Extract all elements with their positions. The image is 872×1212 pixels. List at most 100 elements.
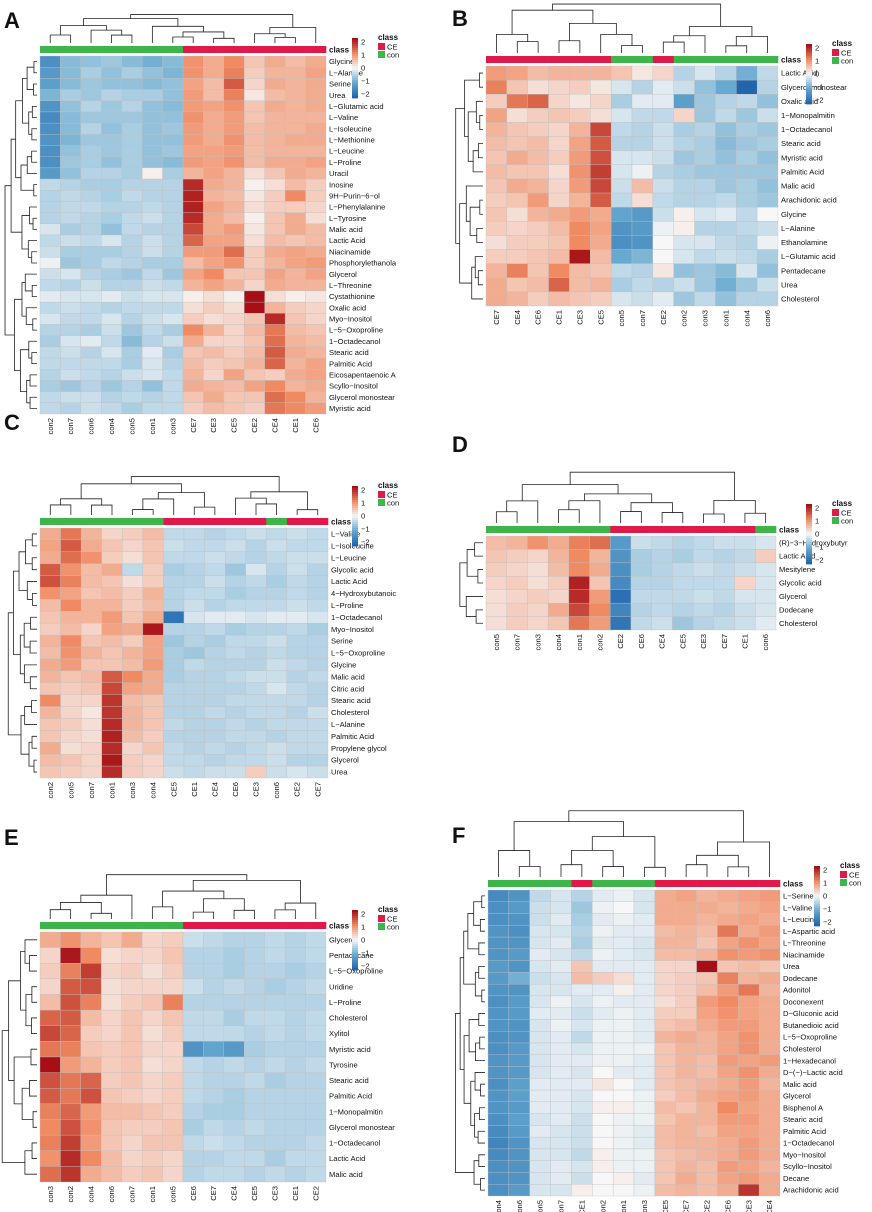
panel-f-class-cell bbox=[675, 880, 697, 887]
panel-a-cell bbox=[80, 156, 102, 169]
panel-c-dendrogram-branch bbox=[296, 509, 319, 515]
panel-f-class-cell bbox=[717, 880, 739, 887]
panel-f-col-label-ce4: CE4 bbox=[765, 1200, 774, 1212]
panel-c-dendrogram-branch bbox=[157, 492, 205, 508]
panel-d-scale-step bbox=[806, 546, 812, 549]
panel-c-cell bbox=[245, 730, 267, 743]
panel-f-scale-step bbox=[814, 880, 820, 883]
panel-e-cell bbox=[101, 1150, 122, 1167]
panel-a-row-label-uracil: Uracil bbox=[329, 169, 349, 178]
panel-a-col-label-con2: con2 bbox=[46, 418, 55, 434]
panel-b-cell bbox=[694, 122, 716, 137]
panel-a-cell bbox=[182, 257, 204, 269]
panel-f-cell bbox=[633, 1089, 656, 1103]
panel-a-cell bbox=[141, 167, 163, 180]
panel-f-scale-step bbox=[814, 914, 820, 917]
panel-e-class-cell bbox=[203, 922, 225, 929]
panel-f-cell bbox=[487, 960, 510, 973]
panel-b-cell bbox=[631, 263, 654, 278]
panel-b-cell bbox=[548, 249, 570, 264]
panel-f-cell bbox=[592, 1172, 614, 1185]
panel-a-dendrogram-branch bbox=[90, 29, 123, 43]
panel-e-dendrogram-branch bbox=[25, 994, 32, 1027]
panel-b-cell bbox=[756, 235, 779, 250]
panel-b-dendrogram-branch bbox=[477, 143, 483, 159]
panel-f-cell bbox=[592, 1125, 614, 1138]
panel-a-cell bbox=[264, 212, 286, 224]
panel-a-cell bbox=[60, 78, 82, 90]
panel-a-cell bbox=[141, 257, 163, 269]
panel-b-cell bbox=[548, 65, 570, 81]
panel-c-cell bbox=[80, 634, 102, 648]
panel-a-cell bbox=[244, 78, 265, 90]
panel-c-cell bbox=[122, 646, 144, 660]
panel-f-col-label-con3: con3 bbox=[640, 1200, 649, 1212]
panel-b-dendrogram-branch bbox=[479, 115, 483, 130]
panel-f-cell bbox=[675, 936, 697, 950]
panel-c-cell bbox=[204, 754, 226, 767]
panel-a-cell bbox=[60, 279, 82, 292]
panel-b-cell bbox=[548, 136, 570, 151]
panel-a-cell bbox=[284, 279, 306, 292]
panel-d-scale-step bbox=[806, 508, 812, 511]
panel-a-cell bbox=[264, 201, 286, 213]
panel-f-row-label-dodecane: Dodecane bbox=[783, 974, 818, 983]
panel-e-cell bbox=[305, 1134, 327, 1151]
panel-f-cell bbox=[508, 972, 530, 985]
panel-b-cell bbox=[569, 164, 591, 180]
panel-c-cell bbox=[245, 611, 267, 624]
panel-f-cell bbox=[529, 936, 551, 950]
panel-f-cell bbox=[633, 913, 656, 926]
panel-c-cell bbox=[80, 611, 102, 624]
panel-c-cell bbox=[286, 670, 308, 683]
panel-e-cell bbox=[141, 1041, 163, 1058]
panel-b-dendrogram-branch bbox=[662, 41, 685, 53]
panel-b-dendrogram-branch bbox=[472, 150, 483, 173]
panel-e-dendrogram-branch bbox=[21, 1087, 34, 1120]
panel-d-col-label-con5: con5 bbox=[492, 634, 501, 650]
panel-a-row-label-phosphorylethanola: Phosphorylethanola bbox=[329, 259, 397, 268]
panel-a-cell bbox=[80, 391, 102, 403]
panel-f-cell bbox=[633, 1031, 656, 1044]
panel-c-scale-step bbox=[352, 498, 358, 501]
panel-b-dendrogram-branch bbox=[673, 35, 706, 53]
panel-e-scale-step bbox=[352, 968, 358, 971]
panel-a-col-label-con6: con6 bbox=[87, 418, 96, 434]
panel-a-cell bbox=[141, 268, 163, 280]
panel-a-cell bbox=[60, 178, 82, 191]
panel-b-scale-step bbox=[806, 70, 812, 73]
panel-a-dendrogram-branch bbox=[24, 273, 37, 292]
panel-c-cell bbox=[245, 623, 267, 636]
panel-e-cell bbox=[39, 1009, 61, 1026]
panel-e-cell bbox=[141, 1134, 163, 1151]
panel-a-class-cell bbox=[142, 46, 163, 53]
panel-e-col-label-con6: con6 bbox=[107, 1186, 116, 1202]
panel-e-cell bbox=[203, 994, 225, 1011]
panel-e-cell bbox=[162, 947, 184, 964]
panel-f-row-label-butanedioic-acid: Butanedioic acid bbox=[783, 1021, 839, 1030]
panel-b-row-label-pentadecane: Pentadecane bbox=[781, 266, 826, 275]
panel-a-scale-tick: −1 bbox=[361, 77, 370, 86]
panel-e-cell bbox=[39, 1150, 61, 1167]
panel-f-cell bbox=[717, 1078, 739, 1091]
panel-b-row-label-1-octadecanol: 1−Octadecanol bbox=[781, 125, 833, 134]
panel-a-cell bbox=[203, 100, 225, 113]
panel-c-cell bbox=[307, 575, 329, 588]
panel-f-row-label-arachidonic-acid: Arachidonic acid bbox=[783, 1186, 839, 1195]
panel-b-dendrogram-branch bbox=[496, 33, 529, 53]
panel-e-cell bbox=[39, 1025, 61, 1042]
panel-e-cell bbox=[223, 1150, 245, 1167]
panel-f-cell bbox=[529, 1007, 551, 1020]
panel-a-cell bbox=[80, 122, 102, 135]
panel-f-cell bbox=[738, 1184, 760, 1197]
panel-a-cell bbox=[284, 111, 306, 124]
panel-a-cell bbox=[101, 369, 122, 381]
panel-c-cell bbox=[122, 634, 144, 648]
panel-c-cell bbox=[60, 623, 82, 636]
panel-c-dendrogram-branch bbox=[33, 759, 37, 773]
panel-f-cell bbox=[529, 1160, 551, 1173]
panel-e-dendrogram-branch bbox=[32, 1111, 37, 1128]
panel-c-cell bbox=[183, 551, 205, 564]
panel-f-cell bbox=[571, 1054, 593, 1067]
panel-a-class-cell bbox=[203, 46, 225, 53]
